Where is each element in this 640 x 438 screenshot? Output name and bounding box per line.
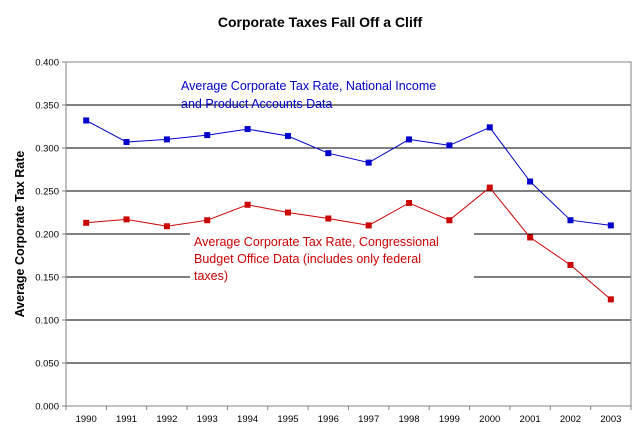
data-point <box>163 223 170 230</box>
data-point <box>486 124 493 131</box>
series-1 <box>83 117 614 229</box>
data-point <box>83 219 90 226</box>
x-tick-label: 1994 <box>237 414 258 425</box>
x-axis-ticks: 1990 1991 1992 1993 1994 1995 1996 1997 1998 1999… <box>65 406 632 425</box>
annotation-line: Average Corporate Tax Rate, Congressiona… <box>194 235 439 249</box>
x-tick-label: 1996 <box>318 414 339 425</box>
data-point <box>446 217 453 224</box>
series-annotations: Average Corporate Tax Rate, National Inc… <box>181 79 474 289</box>
y-tick-label: 0.200 <box>35 230 59 241</box>
y-tick-label: 0.000 <box>35 402 59 413</box>
x-tick-label: 2002 <box>560 414 581 425</box>
y-tick-label: 0.050 <box>35 359 59 370</box>
data-point <box>325 150 332 157</box>
data-point <box>567 261 574 268</box>
data-point <box>123 216 130 223</box>
data-point <box>527 178 534 185</box>
data-point <box>284 132 291 139</box>
data-point <box>204 217 211 224</box>
series-group <box>83 117 614 303</box>
data-point <box>244 126 251 133</box>
data-point <box>486 184 493 191</box>
y-tick-label: 0.100 <box>35 316 59 327</box>
x-tick-label: 1995 <box>277 414 298 425</box>
data-point <box>204 132 211 139</box>
x-tick-label: 1999 <box>439 414 460 425</box>
x-tick-label: 2003 <box>600 414 621 425</box>
x-tick-label: 1993 <box>197 414 218 425</box>
series-2 <box>83 184 614 303</box>
annotation-line: and Product Accounts Data <box>181 97 333 111</box>
x-tick-label: 2001 <box>520 414 541 425</box>
y-axis-label: Average Corporate Tax Rate <box>13 151 27 318</box>
y-tick-label: 0.250 <box>35 187 59 198</box>
y-axis-ticks: 0.000 0.050 0.100 0.150 0.200 0.250 0.300 0.350… <box>35 58 66 413</box>
data-point <box>123 138 130 145</box>
series-line <box>86 186 612 300</box>
data-point <box>365 159 372 166</box>
series-annotation-1: Average Corporate Tax Rate, National Inc… <box>181 79 436 111</box>
x-tick-label: 1991 <box>116 414 137 425</box>
data-point <box>365 222 372 229</box>
x-tick-label: 1997 <box>358 414 379 425</box>
chart-title: Corporate Taxes Fall Off a Cliff <box>217 14 423 30</box>
annotation-line: Budget Office Data (includes only federa… <box>194 252 421 266</box>
annotation-line: Average Corporate Tax Rate, National Inc… <box>181 79 436 93</box>
annotation-line: taxes) <box>194 269 228 283</box>
annotation-background <box>190 232 474 289</box>
x-tick-label: 1990 <box>76 414 97 425</box>
data-point <box>325 215 332 222</box>
y-tick-label: 0.300 <box>35 144 59 155</box>
data-point <box>527 234 534 241</box>
data-point <box>406 200 413 207</box>
y-tick-label: 0.350 <box>35 101 59 112</box>
data-point <box>284 209 291 216</box>
data-point <box>567 217 574 224</box>
data-point <box>607 222 614 229</box>
y-tick-label: 0.150 <box>35 273 59 284</box>
x-tick-label: 1992 <box>156 414 177 425</box>
x-tick-label: 1998 <box>398 414 419 425</box>
x-tick-label: 2000 <box>479 414 500 425</box>
data-point <box>406 136 413 143</box>
data-point <box>163 136 170 143</box>
data-point <box>83 117 90 124</box>
data-point <box>607 296 614 303</box>
data-point <box>244 201 251 208</box>
series-line <box>85 120 611 226</box>
data-point <box>446 142 453 149</box>
series-annotation-2: Average Corporate Tax Rate, Congressiona… <box>190 232 474 289</box>
y-tick-label: 0.400 <box>35 58 59 69</box>
